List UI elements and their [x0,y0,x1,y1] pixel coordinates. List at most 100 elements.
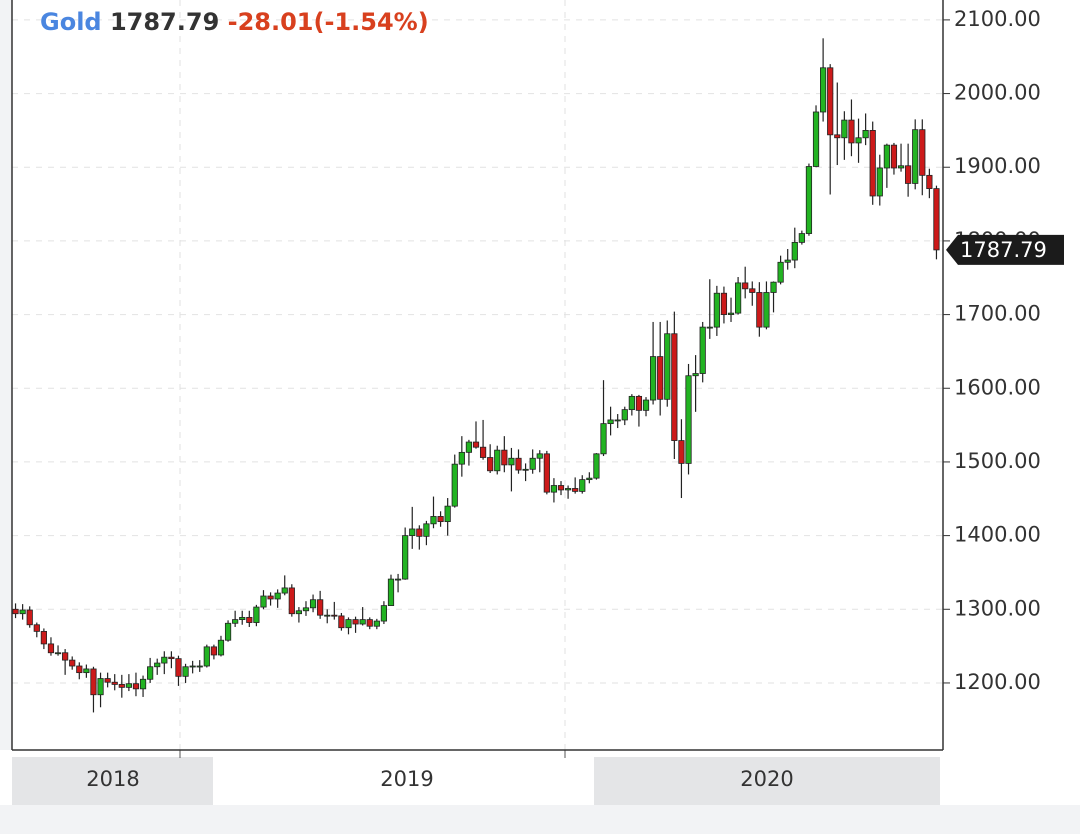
candle-body [175,658,182,677]
candle-body [373,620,380,627]
candle-body [777,261,784,283]
candle-body [607,419,614,425]
candle-body [90,668,97,696]
title-change: -28.01(-1.54%) [228,8,429,36]
candle-body [621,409,628,421]
candle-body [246,616,253,623]
candle-body [699,326,706,374]
candle-body [649,356,657,401]
candle-body [642,399,650,411]
candle-body [876,167,883,197]
y-tick-label: 2100.00 [954,7,1041,31]
candle-body [671,333,678,441]
candle-body [678,440,685,464]
title-price: 1787.79 [110,8,219,36]
candle-body [147,666,154,680]
candle-body [614,419,621,422]
candle-body [593,453,600,479]
candle-body [912,129,919,184]
candle-body [196,665,203,668]
y-axis: 1200.00 1300.00 1400.00 1500.00 1600.00 1700.… [943,7,1064,694]
candle-body [154,662,161,668]
candle-body [628,395,635,411]
candle-body [820,67,827,113]
y-tick-label: 1500.00 [954,449,1041,473]
candle-body [203,646,210,667]
candle-body [444,505,451,523]
candle-body [302,607,310,612]
candle-body [550,485,558,493]
candle-body [309,599,317,609]
candle-body [352,619,359,625]
candle-body [139,678,147,690]
candle-body [288,587,295,615]
candle-body [536,453,543,459]
candle-body [69,659,76,667]
candle-body [33,624,40,632]
y-tick-label: 1300.00 [954,596,1041,620]
candle-body [635,395,643,411]
candle-body [267,595,274,600]
candle-body [416,528,423,537]
candle-body [430,516,437,525]
candle-body [522,468,529,471]
candle-body [529,457,536,470]
y-tick-label: 1400.00 [954,523,1041,547]
candle-body [189,665,196,668]
plot-area [12,0,943,750]
candle-body [104,678,111,683]
candle-body [12,608,19,615]
candle-body [345,619,352,629]
candle-body [479,446,487,458]
axis-area [943,0,1080,750]
candle-body [706,326,713,329]
candle-body [933,188,940,251]
candle-body [118,684,125,688]
candle-body [487,457,494,472]
candle-body [905,165,912,184]
candle-body [19,609,26,615]
candle-body [132,683,140,690]
candle-body [281,587,288,594]
candle-body [62,652,69,661]
y-tick-label: 1700.00 [954,302,1041,326]
candle-body [125,683,132,688]
candle-body [260,595,267,608]
candle-body [501,449,508,466]
candle-body [458,451,465,465]
candle-body [47,643,55,654]
candle-body [763,292,770,328]
candle-body [331,614,338,617]
candle-body [508,457,515,466]
candle-body [111,681,118,685]
candle-body [465,441,473,453]
candle-body [600,423,607,455]
y-tick-label: 1200.00 [954,670,1041,694]
candle-body [402,535,409,580]
candle-body [713,292,720,328]
candle-body [515,457,522,471]
candle-body [784,259,791,263]
candle-body [720,292,728,315]
candle-body [76,665,83,674]
candle-body [862,130,869,139]
candle-body [83,668,90,674]
candle-body [324,614,331,617]
candle-body [359,619,366,625]
last-price-label: 1787.79 [960,238,1047,262]
candle-body [366,619,373,627]
last-price-marker [946,234,1064,265]
candle-body [472,441,480,448]
y-tick-label: 1900.00 [954,154,1041,178]
candle-body [749,288,756,293]
candle-body [919,129,926,176]
candle-body [437,516,444,523]
candle-body [494,449,501,472]
candle-body [572,488,579,492]
y-tick-label: 2000.00 [954,81,1041,105]
x-tick-label: 2019 [380,767,433,791]
candle-body [798,233,805,243]
candle-body [812,111,820,167]
